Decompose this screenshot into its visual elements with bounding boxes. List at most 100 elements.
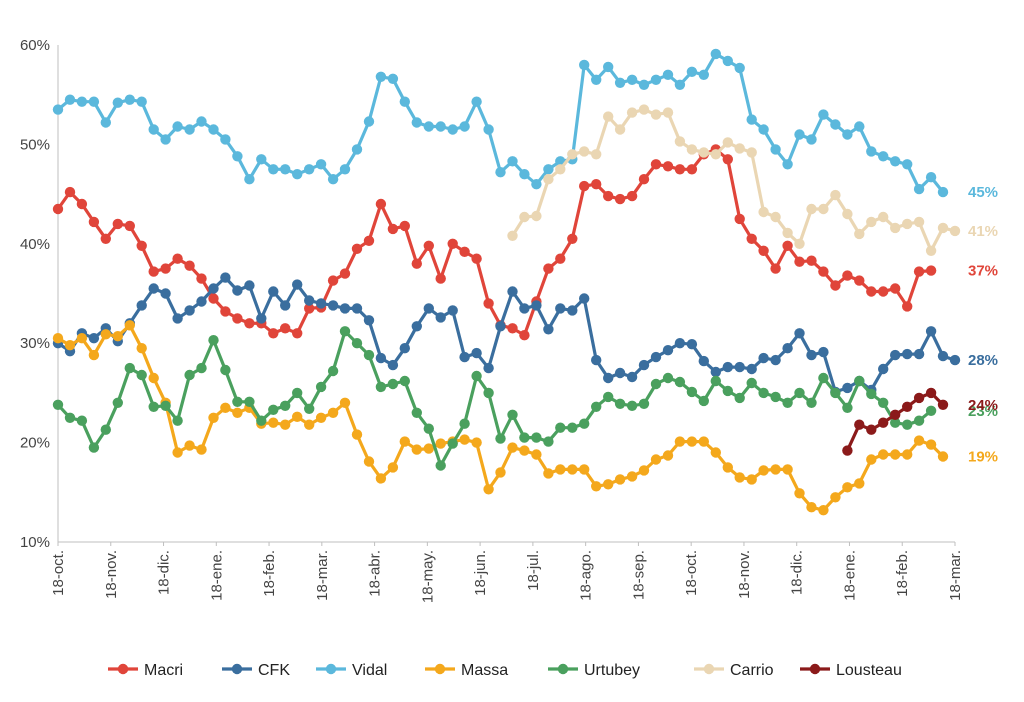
legend-label: CFK [258, 662, 290, 679]
data-point [830, 119, 841, 130]
data-point [734, 143, 745, 154]
data-point [937, 399, 949, 410]
data-point [423, 240, 434, 251]
x-tick-label: 18-nov. [103, 550, 120, 599]
data-point [52, 399, 64, 410]
data-point [925, 172, 937, 183]
data-point [327, 365, 339, 377]
data-point [459, 434, 470, 445]
data-point [160, 263, 171, 274]
data-point [842, 382, 853, 394]
data-point [495, 433, 506, 444]
data-point [937, 350, 949, 362]
data-point [782, 397, 793, 408]
data-point [890, 409, 901, 420]
y-tick-label: 30% [20, 335, 50, 352]
x-tick-label: 18-jun. [472, 550, 489, 596]
data-point [399, 436, 410, 447]
data-point [375, 198, 387, 210]
data-point [794, 129, 805, 140]
data-point [244, 280, 255, 291]
data-point [387, 73, 399, 85]
data-point [208, 293, 219, 304]
x-tick-label: 18-dic. [156, 550, 173, 595]
data-point [339, 268, 351, 279]
data-point [519, 303, 530, 314]
data-point [662, 107, 674, 118]
data-point [136, 96, 147, 107]
data-point [399, 343, 410, 354]
x-tick-label: 18-oct. [50, 550, 67, 596]
data-point [638, 465, 650, 476]
data-point [76, 415, 88, 426]
data-point [854, 375, 865, 387]
data-point [758, 124, 769, 135]
data-point [315, 412, 327, 423]
data-point [818, 372, 829, 384]
data-point [375, 473, 387, 484]
data-point [722, 385, 733, 397]
data-point [208, 335, 219, 346]
data-point [698, 355, 709, 367]
data-point [830, 492, 841, 503]
data-point [650, 159, 662, 170]
data-point [327, 407, 339, 418]
data-point [52, 333, 64, 344]
data-point [674, 79, 686, 91]
data-point [913, 216, 925, 228]
data-point [794, 328, 805, 339]
x-tick-label: 18-dic. [789, 550, 806, 595]
data-point [746, 114, 757, 125]
data-point [220, 272, 231, 283]
data-point [842, 482, 853, 493]
data-point [579, 293, 590, 304]
legend-item-massa: Massa [425, 662, 508, 679]
data-point [339, 164, 351, 175]
data-point [399, 96, 410, 107]
data-point [925, 265, 937, 276]
data-point [770, 354, 781, 366]
data-point [902, 159, 913, 170]
data-point [315, 298, 327, 309]
data-point [650, 454, 662, 465]
data-point [902, 449, 913, 460]
data-point [603, 391, 614, 403]
data-point [913, 348, 925, 360]
data-point [925, 245, 937, 256]
data-point [136, 240, 147, 251]
data-point [423, 303, 434, 314]
series-massa [52, 320, 949, 516]
data-point [543, 263, 554, 274]
data-point [124, 320, 135, 331]
series-cfk [52, 272, 961, 398]
data-point [435, 460, 446, 471]
data-point [806, 502, 817, 513]
x-tick-label: 18-abr. [367, 550, 384, 597]
x-tick-label: 18-feb. [894, 550, 911, 597]
data-point [913, 266, 925, 277]
data-point [614, 474, 626, 485]
data-point [459, 121, 470, 132]
data-point [172, 313, 183, 324]
legend-swatch-marker [434, 663, 446, 675]
data-point [136, 369, 147, 381]
y-tick-label: 40% [20, 236, 50, 253]
data-point [495, 467, 506, 478]
data-point [172, 447, 183, 458]
data-point [818, 346, 829, 358]
data-point [411, 321, 422, 332]
data-point [830, 189, 841, 201]
data-point [483, 298, 494, 309]
data-point [830, 280, 841, 291]
data-point [268, 286, 279, 297]
data-point [555, 464, 566, 475]
data-point [698, 436, 709, 447]
x-tick-label: 18-may. [419, 550, 436, 603]
data-point [507, 230, 518, 241]
legend-swatch-marker [809, 663, 821, 675]
data-point [196, 444, 207, 455]
data-point [507, 286, 518, 297]
data-point [112, 397, 124, 408]
data-point [196, 362, 207, 374]
data-point [459, 418, 470, 429]
